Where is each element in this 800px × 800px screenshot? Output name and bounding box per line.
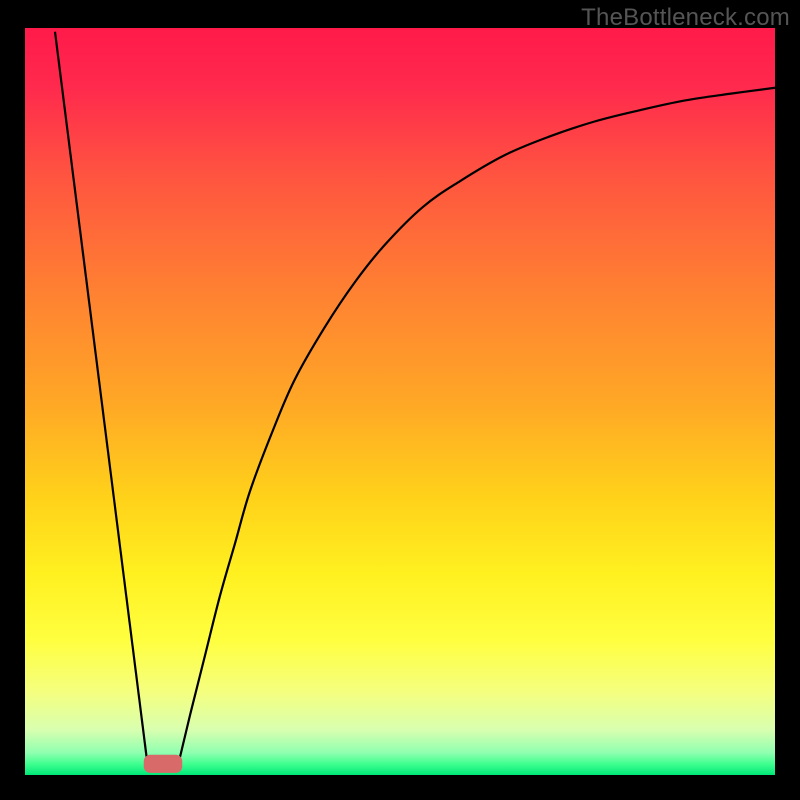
bottleneck-chart bbox=[0, 0, 800, 800]
bottleneck-marker bbox=[144, 755, 182, 772]
watermark-text: TheBottleneck.com bbox=[581, 4, 790, 32]
plot-bg bbox=[25, 28, 775, 775]
